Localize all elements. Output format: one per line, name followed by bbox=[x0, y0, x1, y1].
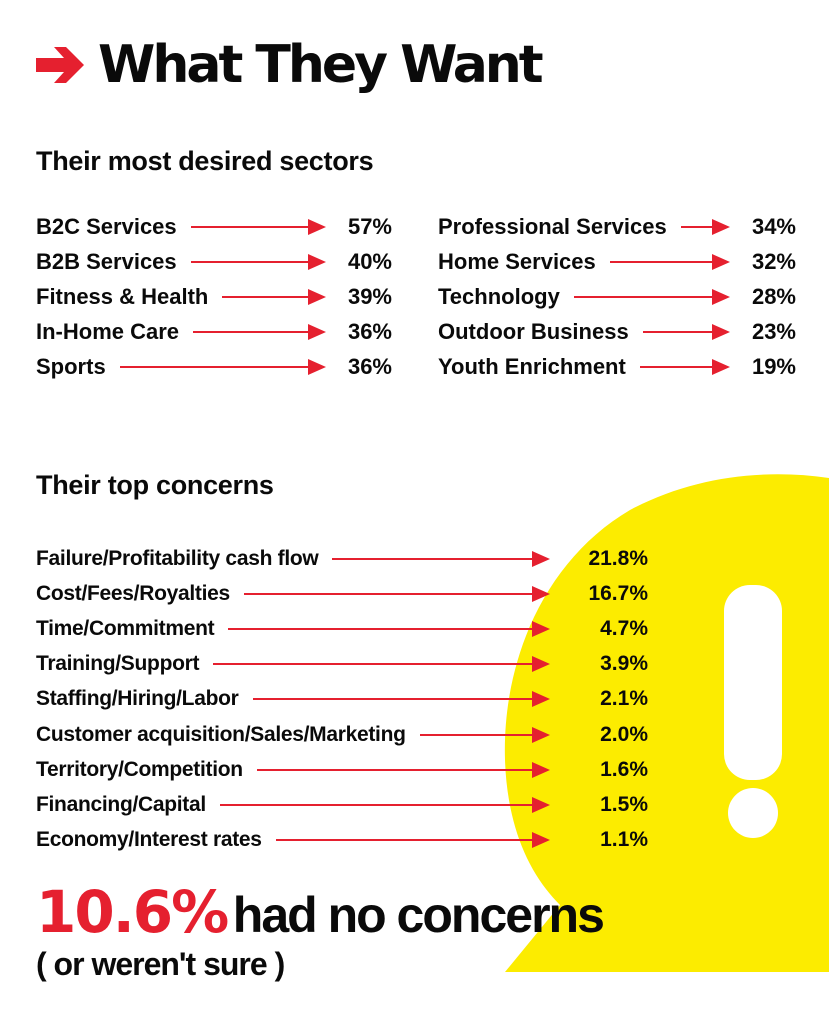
concern-row: Failure/Profitability cash flow 21.8% bbox=[36, 541, 648, 576]
concern-row-label: Financing/Capital bbox=[36, 792, 206, 816]
sector-row-value: 39% bbox=[347, 283, 392, 309]
page-title: What They Want bbox=[36, 30, 544, 100]
sector-row: Professional Services 34% bbox=[438, 209, 796, 244]
arrow-icon bbox=[252, 691, 550, 708]
concerns-heading: Their top concerns bbox=[36, 470, 274, 500]
sector-row: Sports 36% bbox=[36, 349, 392, 384]
concern-row-value: 3.9% bbox=[600, 652, 648, 676]
sector-row-value: 40% bbox=[347, 248, 392, 274]
arrow-icon bbox=[639, 358, 730, 375]
exclamation-dot-icon bbox=[728, 788, 778, 838]
sector-row: Outdoor Business 23% bbox=[438, 314, 796, 349]
sector-row: Technology 28% bbox=[438, 279, 796, 314]
arrow-icon bbox=[243, 585, 550, 602]
arrow-icon bbox=[275, 832, 550, 849]
sector-row: Home Services 32% bbox=[438, 244, 796, 279]
concern-row: Territory/Competition 1.6% bbox=[36, 752, 648, 787]
concern-row-label: Staffing/Hiring/Labor bbox=[36, 687, 239, 711]
sector-row: Fitness & Health 39% bbox=[36, 279, 392, 314]
concern-row-value: 2.0% bbox=[600, 722, 648, 746]
concern-row: Financing/Capital 1.5% bbox=[36, 787, 648, 822]
arrow-icon bbox=[228, 620, 550, 637]
arrow-icon bbox=[190, 218, 326, 235]
concern-row-value: 16.7% bbox=[588, 581, 648, 605]
sector-row-label: B2B Services bbox=[36, 248, 177, 274]
sector-row-label: Technology bbox=[438, 283, 560, 309]
sector-row: Youth Enrichment 19% bbox=[438, 349, 796, 384]
concern-row-label: Economy/Interest rates bbox=[36, 828, 262, 852]
sector-row-value: 23% bbox=[751, 318, 796, 344]
concern-row-value: 1.6% bbox=[600, 757, 648, 781]
sector-row-label: Professional Services bbox=[438, 213, 667, 239]
arrow-icon bbox=[419, 726, 550, 743]
concern-row: Time/Commitment 4.7% bbox=[36, 611, 648, 646]
sector-row-value: 36% bbox=[347, 353, 392, 379]
no-concerns-callout: 10.6% had no concerns bbox=[36, 878, 605, 946]
concern-row: Customer acquisition/Sales/Marketing 2.0% bbox=[36, 717, 648, 752]
concern-row-label: Territory/Competition bbox=[36, 757, 243, 781]
sector-row-label: Sports bbox=[36, 353, 106, 379]
sector-row-value: 34% bbox=[751, 213, 796, 239]
no-concerns-subtext: ( or weren't sure ) bbox=[36, 946, 285, 982]
sector-row-value: 28% bbox=[751, 283, 796, 309]
sector-row-value: 36% bbox=[347, 318, 392, 344]
sector-row: In-Home Care 36% bbox=[36, 314, 392, 349]
arrow-icon bbox=[190, 253, 326, 270]
concern-row: Staffing/Hiring/Labor 2.1% bbox=[36, 682, 648, 717]
concern-row-value: 4.7% bbox=[600, 616, 648, 640]
arrow-icon bbox=[119, 358, 326, 375]
sector-row-value: 57% bbox=[347, 213, 392, 239]
right-arrow-icon bbox=[36, 47, 84, 83]
concern-row-label: Cost/Fees/Royalties bbox=[36, 581, 230, 605]
no-concerns-text: had no concerns bbox=[232, 887, 605, 943]
arrow-icon bbox=[219, 796, 550, 813]
concern-row-label: Training/Support bbox=[36, 652, 200, 676]
sector-row-label: Home Services bbox=[438, 248, 596, 274]
exclamation-icon bbox=[724, 585, 782, 780]
sector-row-label: B2C Services bbox=[36, 213, 177, 239]
arrow-icon bbox=[573, 288, 730, 305]
arrow-icon bbox=[213, 656, 550, 673]
arrow-icon bbox=[332, 550, 550, 567]
concern-row: Training/Support 3.9% bbox=[36, 647, 648, 682]
no-concerns-percent: 10.6% bbox=[36, 878, 229, 946]
concern-row-label: Customer acquisition/Sales/Marketing bbox=[36, 722, 406, 746]
arrow-icon bbox=[680, 218, 730, 235]
sector-row: B2B Services 40% bbox=[36, 244, 392, 279]
arrow-icon bbox=[256, 761, 550, 778]
sector-row: B2C Services 57% bbox=[36, 209, 392, 244]
sectors-heading: Their most desired sectors bbox=[36, 146, 374, 176]
concern-row: Cost/Fees/Royalties 16.7% bbox=[36, 576, 648, 611]
sector-row-label: In-Home Care bbox=[36, 318, 180, 344]
concern-row-value: 21.8% bbox=[588, 546, 648, 570]
concern-row-label: Time/Commitment bbox=[36, 616, 215, 640]
concern-row-value: 1.1% bbox=[600, 828, 648, 852]
arrow-icon bbox=[609, 253, 730, 270]
concern-row: Economy/Interest rates 1.1% bbox=[36, 823, 648, 858]
title-text: What They Want bbox=[98, 35, 544, 95]
sector-row-label: Youth Enrichment bbox=[438, 353, 626, 379]
arrow-icon bbox=[193, 323, 326, 340]
sector-row-label: Fitness & Health bbox=[36, 283, 209, 309]
concern-row-label: Failure/Profitability cash flow bbox=[36, 546, 319, 570]
arrow-icon bbox=[642, 323, 730, 340]
sector-row-value: 32% bbox=[751, 248, 796, 274]
concern-row-value: 2.1% bbox=[600, 687, 648, 711]
sector-row-label: Outdoor Business bbox=[438, 318, 629, 344]
sector-row-value: 19% bbox=[751, 353, 796, 379]
concern-row-value: 1.5% bbox=[600, 792, 648, 816]
arrow-icon bbox=[222, 288, 326, 305]
